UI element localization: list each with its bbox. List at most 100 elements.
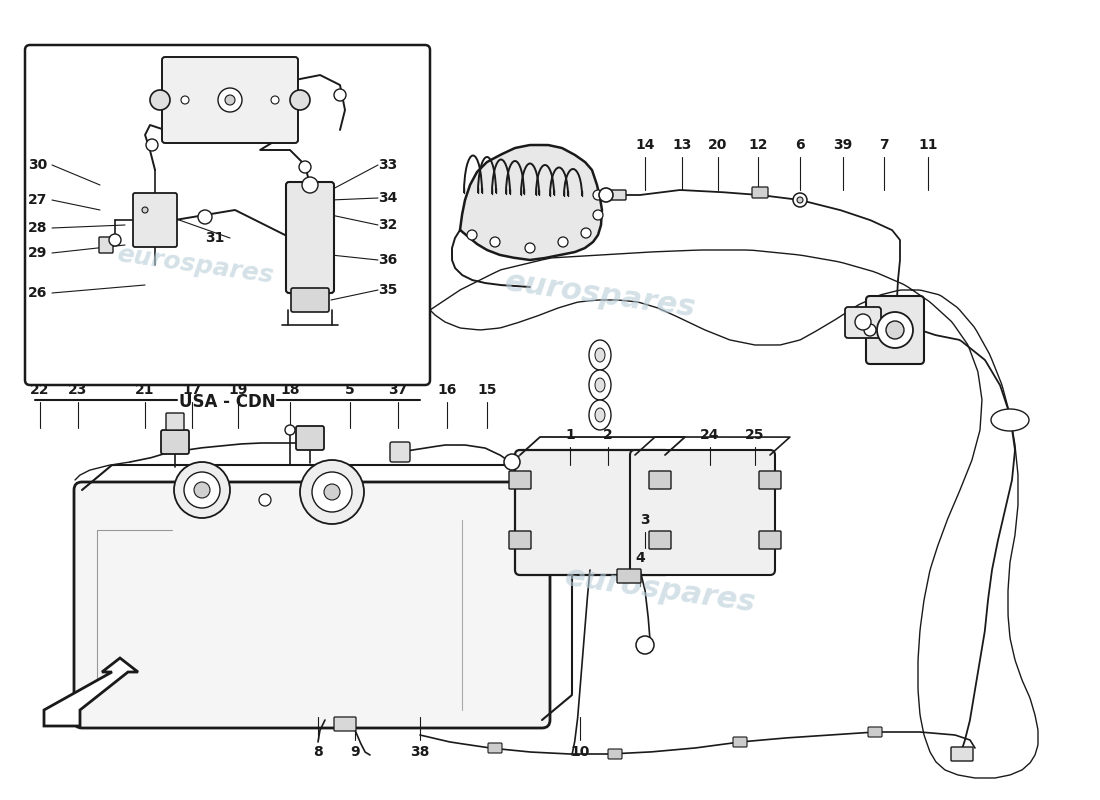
FancyBboxPatch shape [133,193,177,247]
Circle shape [285,425,295,435]
Text: 39: 39 [834,138,852,152]
FancyBboxPatch shape [296,426,324,450]
Circle shape [198,210,212,224]
FancyBboxPatch shape [390,442,410,462]
Circle shape [174,462,230,518]
Polygon shape [460,145,602,260]
Text: 19: 19 [229,383,248,397]
Circle shape [581,228,591,238]
Ellipse shape [595,408,605,422]
Circle shape [593,190,603,200]
Text: eurospares: eurospares [503,267,697,322]
FancyBboxPatch shape [292,288,329,312]
Ellipse shape [588,370,610,400]
Text: 38: 38 [410,745,430,759]
Text: 32: 32 [378,218,398,232]
Text: 20: 20 [708,138,728,152]
FancyBboxPatch shape [752,187,768,198]
Text: 26: 26 [29,286,47,300]
FancyBboxPatch shape [649,531,671,549]
Circle shape [184,472,220,508]
Text: 5: 5 [345,383,355,397]
Text: 15: 15 [477,383,497,397]
FancyBboxPatch shape [488,743,502,753]
Circle shape [886,321,904,339]
Circle shape [258,494,271,506]
Circle shape [636,636,654,654]
Text: eurospares: eurospares [562,562,758,618]
Polygon shape [44,658,138,726]
Circle shape [593,210,603,220]
Circle shape [600,188,613,202]
FancyBboxPatch shape [759,531,781,549]
Circle shape [302,177,318,193]
FancyBboxPatch shape [866,296,924,364]
FancyBboxPatch shape [161,430,189,454]
Text: 36: 36 [378,253,397,267]
FancyBboxPatch shape [166,413,184,430]
FancyBboxPatch shape [25,45,430,385]
Circle shape [558,237,568,247]
FancyBboxPatch shape [509,531,531,549]
FancyBboxPatch shape [608,749,622,759]
Ellipse shape [595,348,605,362]
FancyBboxPatch shape [617,569,641,583]
Text: 9: 9 [350,745,360,759]
FancyBboxPatch shape [845,307,881,338]
Text: USA - CDN: USA - CDN [178,393,275,411]
FancyBboxPatch shape [334,717,356,731]
Text: 12: 12 [748,138,768,152]
Text: 14: 14 [636,138,654,152]
Text: 24: 24 [701,428,719,442]
Text: 2: 2 [603,428,613,442]
Circle shape [324,484,340,500]
Circle shape [864,324,876,336]
Circle shape [855,314,871,330]
Text: 27: 27 [29,193,47,207]
Text: 3: 3 [640,513,650,527]
FancyBboxPatch shape [74,482,550,728]
Text: 13: 13 [672,138,692,152]
Circle shape [334,89,346,101]
FancyBboxPatch shape [99,237,113,253]
Text: 17: 17 [183,383,201,397]
Ellipse shape [991,409,1028,431]
Circle shape [525,243,535,253]
FancyBboxPatch shape [630,450,776,575]
Text: 4: 4 [635,551,645,565]
FancyBboxPatch shape [952,747,974,761]
Text: 29: 29 [29,246,47,260]
Circle shape [182,96,189,104]
Text: 31: 31 [206,231,224,245]
Text: 22: 22 [31,383,50,397]
Circle shape [109,234,121,246]
FancyBboxPatch shape [162,57,298,143]
Ellipse shape [588,340,610,370]
Text: 34: 34 [378,191,398,205]
Text: 25: 25 [746,428,764,442]
FancyBboxPatch shape [515,450,670,575]
Circle shape [312,472,352,512]
Circle shape [490,237,500,247]
Circle shape [300,460,364,524]
FancyBboxPatch shape [649,471,671,489]
Circle shape [218,88,242,112]
Circle shape [798,197,803,203]
Text: 18: 18 [280,383,299,397]
Text: 6: 6 [795,138,805,152]
FancyBboxPatch shape [868,727,882,737]
Ellipse shape [588,400,610,430]
Text: 28: 28 [29,221,47,235]
FancyBboxPatch shape [286,182,334,293]
Text: 35: 35 [378,283,398,297]
Circle shape [142,207,148,213]
Circle shape [271,96,279,104]
Text: 23: 23 [68,383,88,397]
Text: eurospares: eurospares [116,242,275,288]
FancyBboxPatch shape [733,737,747,747]
Circle shape [504,454,520,470]
Ellipse shape [595,378,605,392]
Text: 1: 1 [565,428,575,442]
Circle shape [146,139,158,151]
Text: 10: 10 [570,745,590,759]
